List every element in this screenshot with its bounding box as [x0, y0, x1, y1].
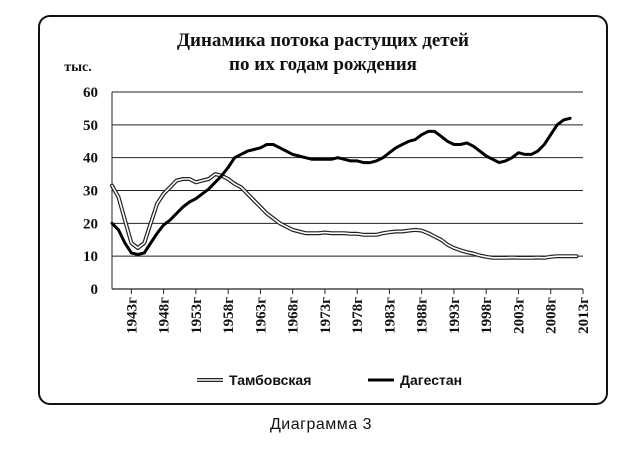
x-tick-label: 2008г [544, 297, 560, 334]
legend-label-series-1: Дагестан [400, 372, 462, 388]
x-tick-label: 1973г [318, 297, 334, 334]
y-tick-label: 0 [91, 282, 99, 298]
x-tick-label: 1963г [253, 297, 269, 334]
x-tick-label: 1948г [157, 297, 173, 334]
x-tick-label: 2003г [511, 297, 527, 334]
x-tick-label: 1988г [415, 297, 431, 334]
legend-label-series-0: Тамбовская [229, 372, 311, 388]
diagram-caption: Диаграмма 3 [269, 416, 373, 433]
series-1-line [110, 116, 572, 256]
series-0-outline [110, 172, 579, 260]
y-tick-label: 10 [83, 249, 98, 265]
y-tick-labels: 0 10 20 30 40 50 60 [83, 85, 98, 298]
x-tick-label: 1978г [350, 297, 366, 334]
x-tick-labels: 1943г 1948г 1953г 1958г 1963г 1968г 1973г 1978г… [124, 289, 592, 334]
x-tick-label: 1943г [124, 297, 140, 334]
chart-title-line-2: по их годам рождения [229, 54, 417, 75]
x-tick-label: 1983г [382, 297, 398, 334]
y-tick-label: 30 [83, 184, 98, 200]
x-tick-label: 2013г [576, 297, 592, 334]
chart-frame [38, 15, 608, 405]
x-tick-label: 1993г [447, 297, 463, 334]
x-tick-label: 1968г [286, 297, 302, 334]
x-tick-label: 1998г [479, 297, 495, 334]
y-tick-label: 20 [83, 216, 98, 232]
y-tick-label: 40 [83, 151, 98, 167]
series-lines [110, 116, 579, 260]
y-tick-label: 60 [83, 85, 98, 101]
x-tick-label: 1953г [189, 297, 205, 334]
series-0-inner [111, 173, 578, 259]
x-tick-label: 1958г [221, 297, 237, 334]
y-tick-label: 50 [83, 118, 98, 134]
y-axis-unit-label: тыс. [64, 60, 92, 75]
chart-title-line-1: Динамика потока растущих детей [177, 30, 469, 51]
legend: Тамбовская Дагестан [197, 372, 462, 388]
axes [111, 92, 583, 290]
